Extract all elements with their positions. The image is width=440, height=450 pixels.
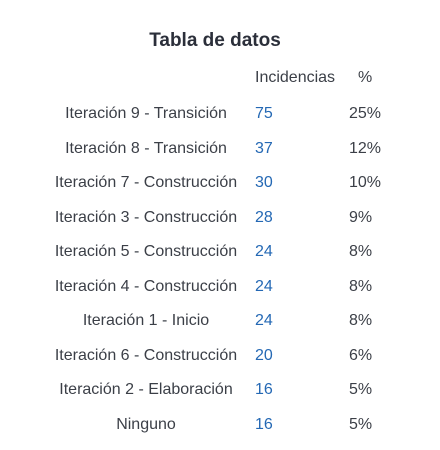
row-count[interactable]: 20 <box>255 347 273 365</box>
table-row: Iteración 6 - Construcción 20 6% <box>0 347 440 369</box>
row-label: Iteración 2 - Elaboración <box>0 381 292 399</box>
row-count[interactable]: 37 <box>255 140 273 158</box>
row-percent: 5% <box>349 416 372 434</box>
row-count[interactable]: 24 <box>255 278 273 296</box>
row-count[interactable]: 24 <box>255 312 273 330</box>
table-row: Iteración 1 - Inicio 24 8% <box>0 312 440 334</box>
table-title: Tabla de datos <box>0 30 430 52</box>
row-count[interactable]: 75 <box>255 105 273 123</box>
row-percent: 10% <box>349 174 381 192</box>
table-row: Iteración 7 - Construcción 30 10% <box>0 174 440 196</box>
row-label: Iteración 5 - Construcción <box>0 243 292 261</box>
row-percent: 9% <box>349 209 372 227</box>
row-count[interactable]: 16 <box>255 416 273 434</box>
row-percent: 12% <box>349 140 381 158</box>
table-row: Iteración 8 - Transición 37 12% <box>0 140 440 162</box>
row-label: Iteración 7 - Construcción <box>0 174 292 192</box>
table-row: Iteración 4 - Construcción 24 8% <box>0 278 440 300</box>
table-row: Iteración 2 - Elaboración 16 5% <box>0 381 440 403</box>
row-label: Iteración 1 - Inicio <box>0 312 292 330</box>
row-percent: 8% <box>349 243 372 261</box>
row-label: Iteración 4 - Construcción <box>0 278 292 296</box>
row-label: Iteración 8 - Transición <box>0 140 292 158</box>
table-row: Ninguno 16 5% <box>0 416 440 438</box>
row-percent: 8% <box>349 278 372 296</box>
row-label: Ninguno <box>0 416 292 434</box>
row-percent: 8% <box>349 312 372 330</box>
row-percent: 25% <box>349 105 381 123</box>
row-count[interactable]: 30 <box>255 174 273 192</box>
row-count[interactable]: 24 <box>255 243 273 261</box>
row-label: Iteración 3 - Construcción <box>0 209 292 227</box>
table-row: Iteración 3 - Construcción 28 9% <box>0 209 440 231</box>
table-row: Iteración 5 - Construcción 24 8% <box>0 243 440 265</box>
row-count[interactable]: 28 <box>255 209 273 227</box>
row-count[interactable]: 16 <box>255 381 273 399</box>
row-label: Iteración 6 - Construcción <box>0 347 292 365</box>
table-row: Iteración 9 - Transición 75 25% <box>0 105 440 127</box>
column-header-incidencias: Incidencias <box>255 69 335 91</box>
column-header-percent: % <box>358 69 372 91</box>
row-percent: 5% <box>349 381 372 399</box>
row-label: Iteración 9 - Transición <box>0 105 292 123</box>
row-percent: 6% <box>349 347 372 365</box>
